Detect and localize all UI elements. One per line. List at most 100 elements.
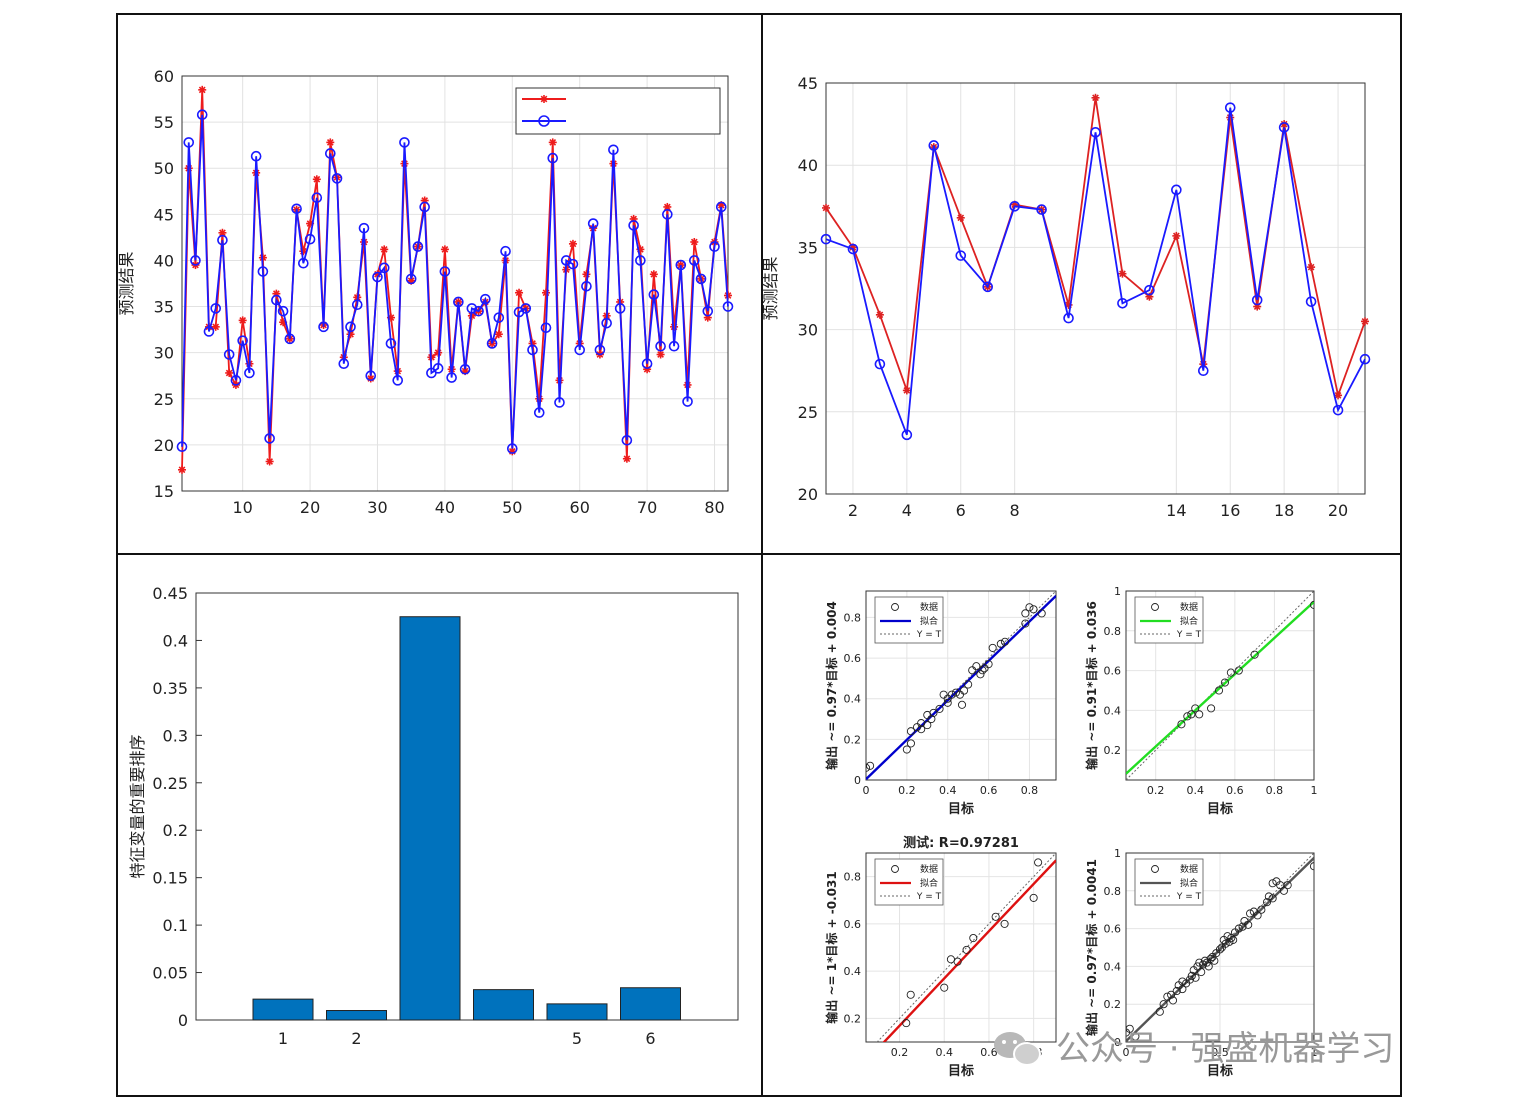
data-point xyxy=(1215,945,1225,954)
data-point xyxy=(1309,862,1314,871)
data-point-circle xyxy=(486,338,498,349)
chart-feature-importance: 0 0.05 0.1 0.15 0.2 0.25 0.3 0.35 0.4 0.45 1 2 5 6 特征变… xyxy=(128,584,739,1048)
bar xyxy=(620,987,681,1021)
x-tick-label: 70 xyxy=(637,498,657,517)
data-point xyxy=(902,745,911,754)
data-point xyxy=(1177,720,1186,729)
x-tick-label: 0.8 xyxy=(1021,784,1039,797)
fit-line xyxy=(1126,600,1314,775)
data-point-circle xyxy=(466,303,478,314)
data-point xyxy=(946,955,955,964)
data-point-circle xyxy=(338,358,350,370)
data-point-circle xyxy=(608,144,619,156)
data-point xyxy=(1244,920,1253,929)
y-tick-label: 0.8 xyxy=(1104,625,1122,638)
data-point-circle xyxy=(628,220,639,231)
x-axis-label: 目标 xyxy=(948,801,974,817)
data-point-circle xyxy=(459,363,471,375)
data-point-circle xyxy=(480,293,491,305)
x-tick-label: 4 xyxy=(902,501,912,520)
data-point-circle xyxy=(412,241,424,252)
x-tick-label: 60 xyxy=(570,498,590,517)
legend-label: 拟合 xyxy=(920,877,938,889)
data-point xyxy=(1207,704,1216,713)
x-axis-label: 目标 xyxy=(948,1063,974,1079)
data-point-asterisk xyxy=(326,138,335,147)
legend-label: 数据 xyxy=(920,863,938,875)
data-point-asterisk xyxy=(622,454,631,463)
x-tick-label: 0 xyxy=(863,784,870,797)
legend-box xyxy=(515,87,721,135)
data-point xyxy=(923,721,932,730)
data-point-circle xyxy=(203,326,215,337)
data-point xyxy=(947,690,956,699)
y-tick-label: 0.4 xyxy=(1104,960,1122,973)
data-point xyxy=(1220,678,1229,687)
data-point-circle xyxy=(419,201,430,213)
data-point-circle xyxy=(365,370,377,382)
data-point-circle xyxy=(847,243,859,255)
x-tick-label: 2 xyxy=(351,1029,361,1048)
data-point-circle xyxy=(1278,122,1290,133)
data-point-asterisk xyxy=(178,465,186,474)
x-tick-label: 0.6 xyxy=(980,784,998,797)
data-point-circle xyxy=(520,303,532,314)
data-point-circle xyxy=(500,245,511,257)
data-point xyxy=(1155,1007,1164,1016)
data-point-asterisk xyxy=(225,368,234,377)
data-point-circle xyxy=(271,294,282,306)
x-tick-label: 0.4 xyxy=(939,784,957,797)
data-point xyxy=(996,639,1005,648)
data-point-asterisk xyxy=(649,270,658,279)
data-point-circle xyxy=(318,321,329,333)
data-point xyxy=(1229,935,1238,944)
x-tick-label: 40 xyxy=(435,498,455,517)
y-tick-label: 0 xyxy=(1114,1036,1121,1049)
y-tick-label: 0.6 xyxy=(844,652,862,665)
data-point-circle xyxy=(439,266,451,277)
y-tick-label: 35 xyxy=(154,298,174,317)
bar xyxy=(473,989,534,1021)
regression-panel: 0 0.2 0.4 0.6 0.8 0 0.2 0.4 0.6 0.8 目标 输出 ~= 0.97*目… xyxy=(824,590,1057,817)
x-tick-label: 0.2 xyxy=(898,784,916,797)
data-point xyxy=(927,714,936,724)
y-tick-label: 0.4 xyxy=(163,631,188,650)
data-point-circle xyxy=(176,441,188,453)
data-point-circle xyxy=(304,233,316,245)
x-tick-label: 6 xyxy=(645,1029,655,1048)
data-point-asterisk xyxy=(198,85,207,94)
y-axis-label: 预测结果 xyxy=(761,256,780,320)
data-point xyxy=(923,710,932,720)
data-point-circle xyxy=(901,429,913,441)
data-point xyxy=(943,694,952,703)
data-point-circle xyxy=(594,344,606,356)
y-tick-label: 1 xyxy=(1114,585,1121,598)
data-point-circle xyxy=(1171,184,1182,196)
x-tick-label: 80 xyxy=(704,498,724,517)
wechat-icon xyxy=(994,1032,1041,1066)
data-point xyxy=(991,912,1000,921)
y-tick-label: 0.6 xyxy=(1104,923,1122,936)
y-tick-label: 0.3 xyxy=(163,726,188,745)
legend-label: 数据 xyxy=(920,601,938,613)
data-point xyxy=(1279,886,1288,895)
data-point xyxy=(976,670,985,679)
x-tick-label: 20 xyxy=(1328,501,1348,520)
data-point-circle xyxy=(1359,353,1371,365)
data-point xyxy=(1178,977,1187,986)
data-point-circle xyxy=(230,375,242,386)
data-point-circle xyxy=(547,152,559,164)
data-point xyxy=(1268,894,1277,903)
y-tick-label: 0.05 xyxy=(152,964,188,983)
x-tick-label: 0.2 xyxy=(1147,784,1165,797)
data-point-circle xyxy=(264,433,275,444)
data-point-circle xyxy=(473,305,484,317)
data-point-circle xyxy=(574,344,586,356)
data-point xyxy=(1225,937,1234,946)
data-point-circle xyxy=(1305,296,1317,307)
data-point xyxy=(980,664,989,673)
data-point xyxy=(940,983,949,992)
x-tick-label: 16 xyxy=(1220,501,1240,520)
data-point-asterisk xyxy=(568,239,577,248)
